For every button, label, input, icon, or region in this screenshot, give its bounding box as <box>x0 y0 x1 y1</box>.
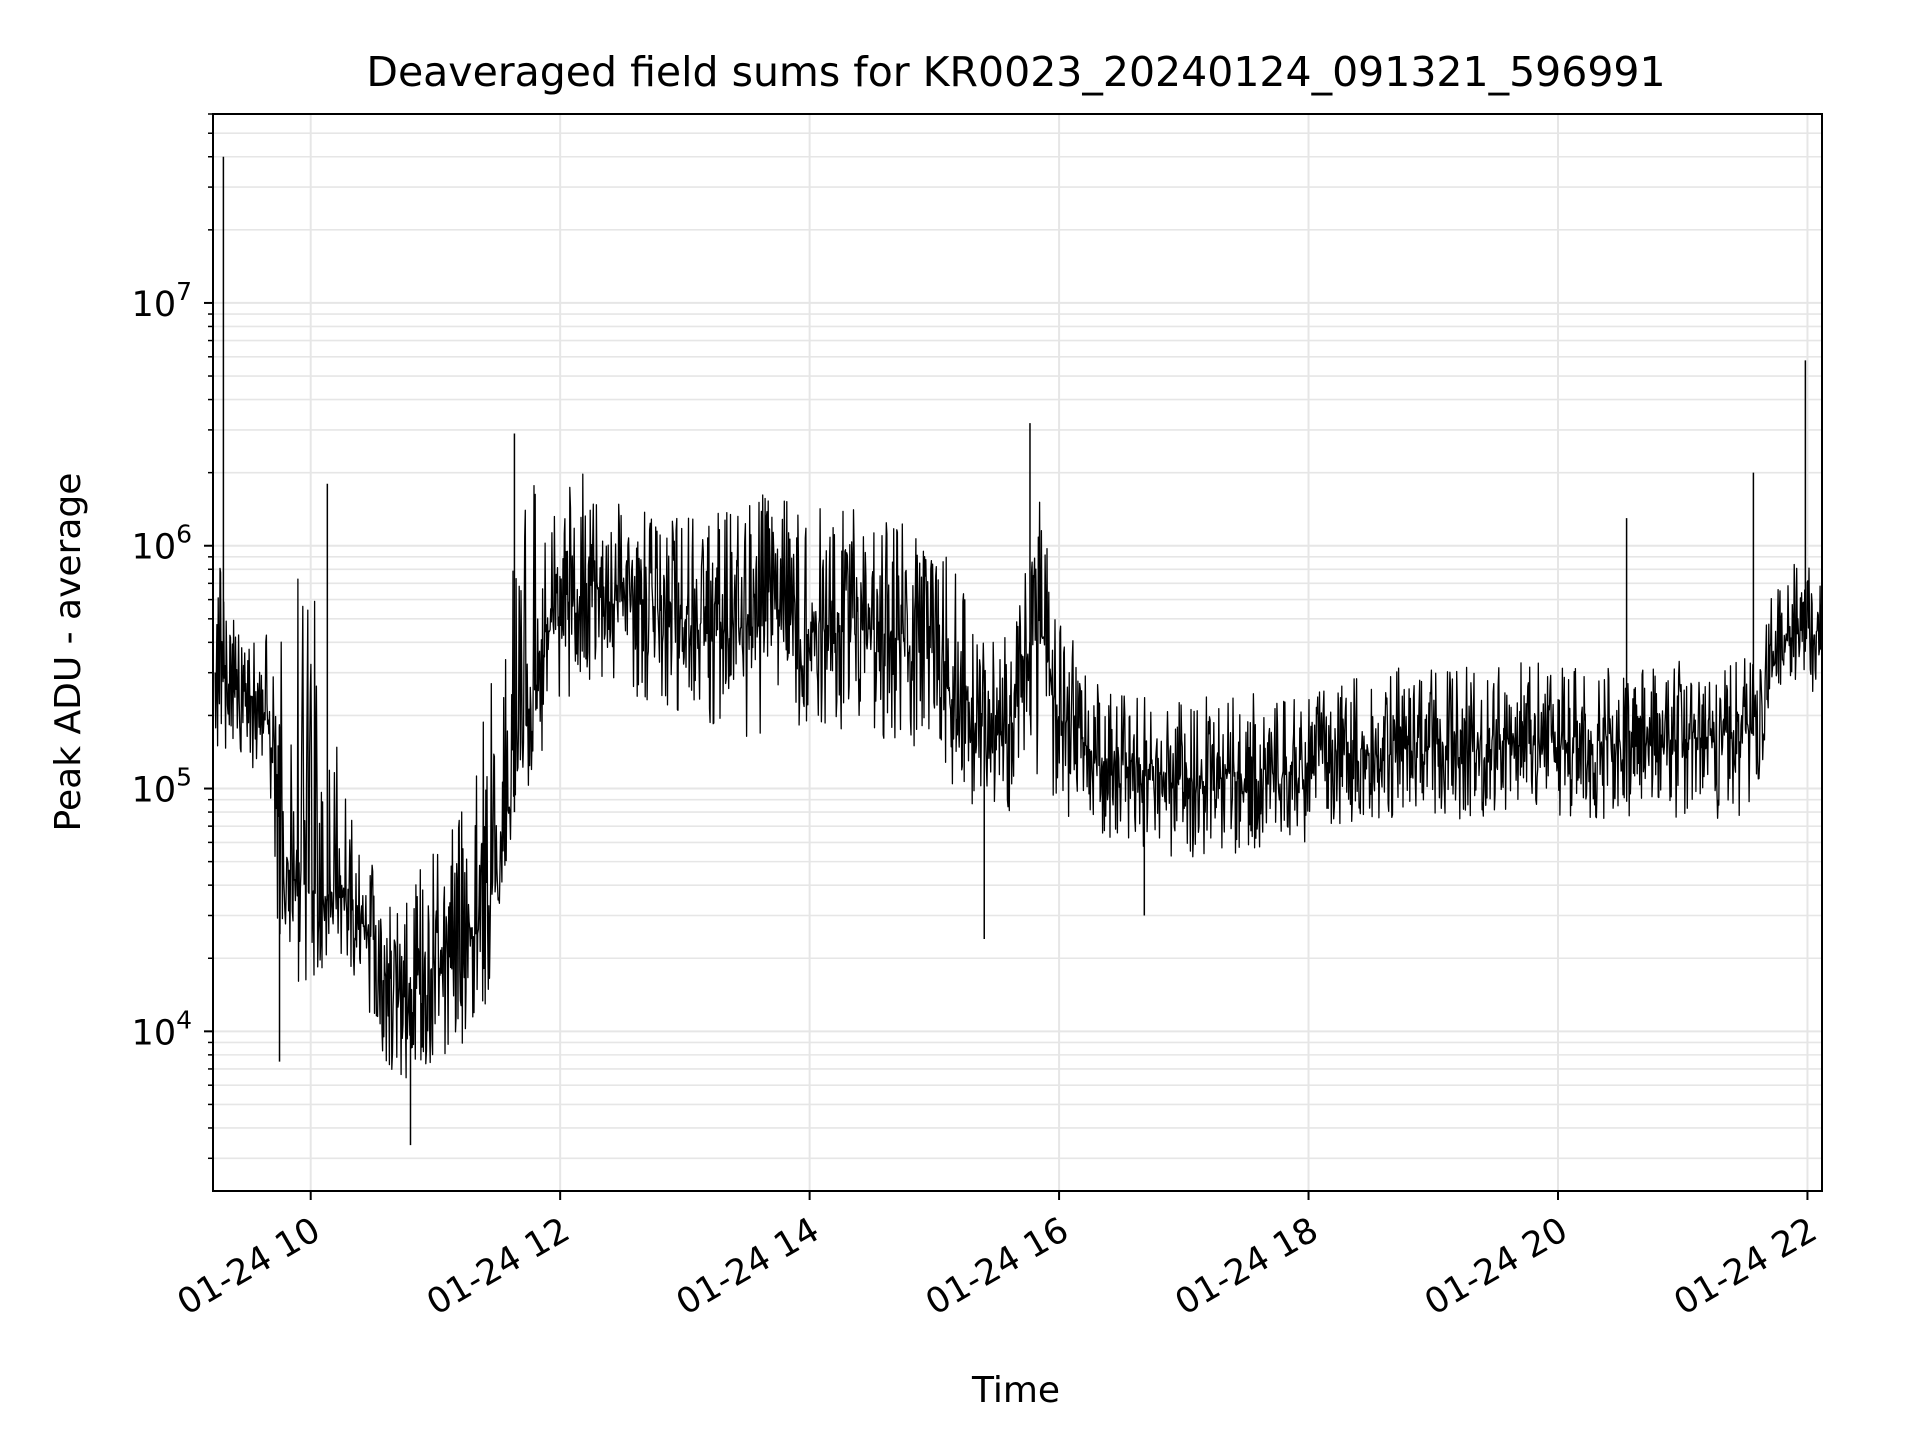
y-axis-label: Peak ADU - average <box>48 473 89 832</box>
chart-title: Deaveraged field sums for KR0023_2024012… <box>366 48 1665 96</box>
plot-frame <box>212 113 1823 1192</box>
x-axis-label: Time <box>971 1370 1060 1411</box>
series-line <box>214 473 1823 1079</box>
grid <box>213 113 1822 1191</box>
y-tick-label: 106 <box>132 520 192 568</box>
series-peak-adu <box>214 156 1823 1146</box>
y-tick-label: 105 <box>132 763 192 811</box>
y-tick-label: 104 <box>132 1005 192 1053</box>
y-axis: 104 105 106 107 <box>132 113 213 1160</box>
y-tick-label: 107 <box>132 277 192 325</box>
